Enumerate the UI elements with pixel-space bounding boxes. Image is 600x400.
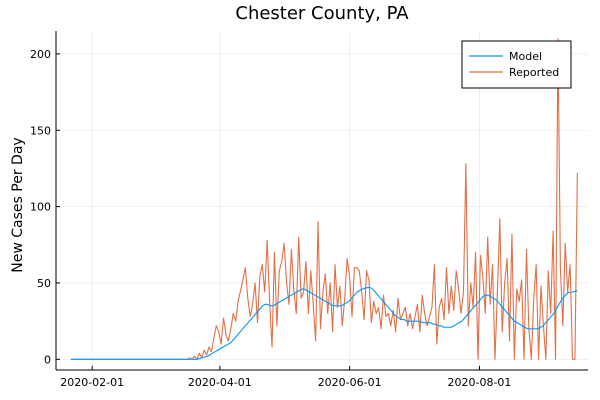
series-layer (70, 38, 578, 360)
y-tick-label: 150 (30, 124, 51, 137)
legend-box (461, 40, 572, 89)
x-tick-label: 2020-04-01 (188, 376, 252, 389)
y-tick-label: 50 (37, 277, 51, 290)
x-tick-label: 2020-08-01 (448, 376, 512, 389)
legend-label-reported: Reported (509, 66, 559, 79)
x-tick-label: 2020-06-01 (318, 376, 382, 389)
x-tick-label: 2020-02-01 (60, 376, 124, 389)
y-tick-label: 200 (30, 48, 51, 61)
chart-title: Chester County, PA (235, 3, 409, 24)
y-tick-label: 0 (44, 353, 51, 366)
x-ticks: 2020-02-01 2020-04-01 2020-06-01 2020-08-01 (60, 366, 511, 389)
y-axis-label: New Cases Per Day (10, 137, 26, 272)
axes (55, 31, 588, 371)
series-line-model (70, 286, 578, 360)
y-tick-label: 100 (30, 201, 51, 214)
y-ticks: 0 50 100 150 200 (30, 48, 60, 366)
legend: Model Reported (461, 40, 572, 89)
legend-label-model: Model (509, 50, 542, 63)
